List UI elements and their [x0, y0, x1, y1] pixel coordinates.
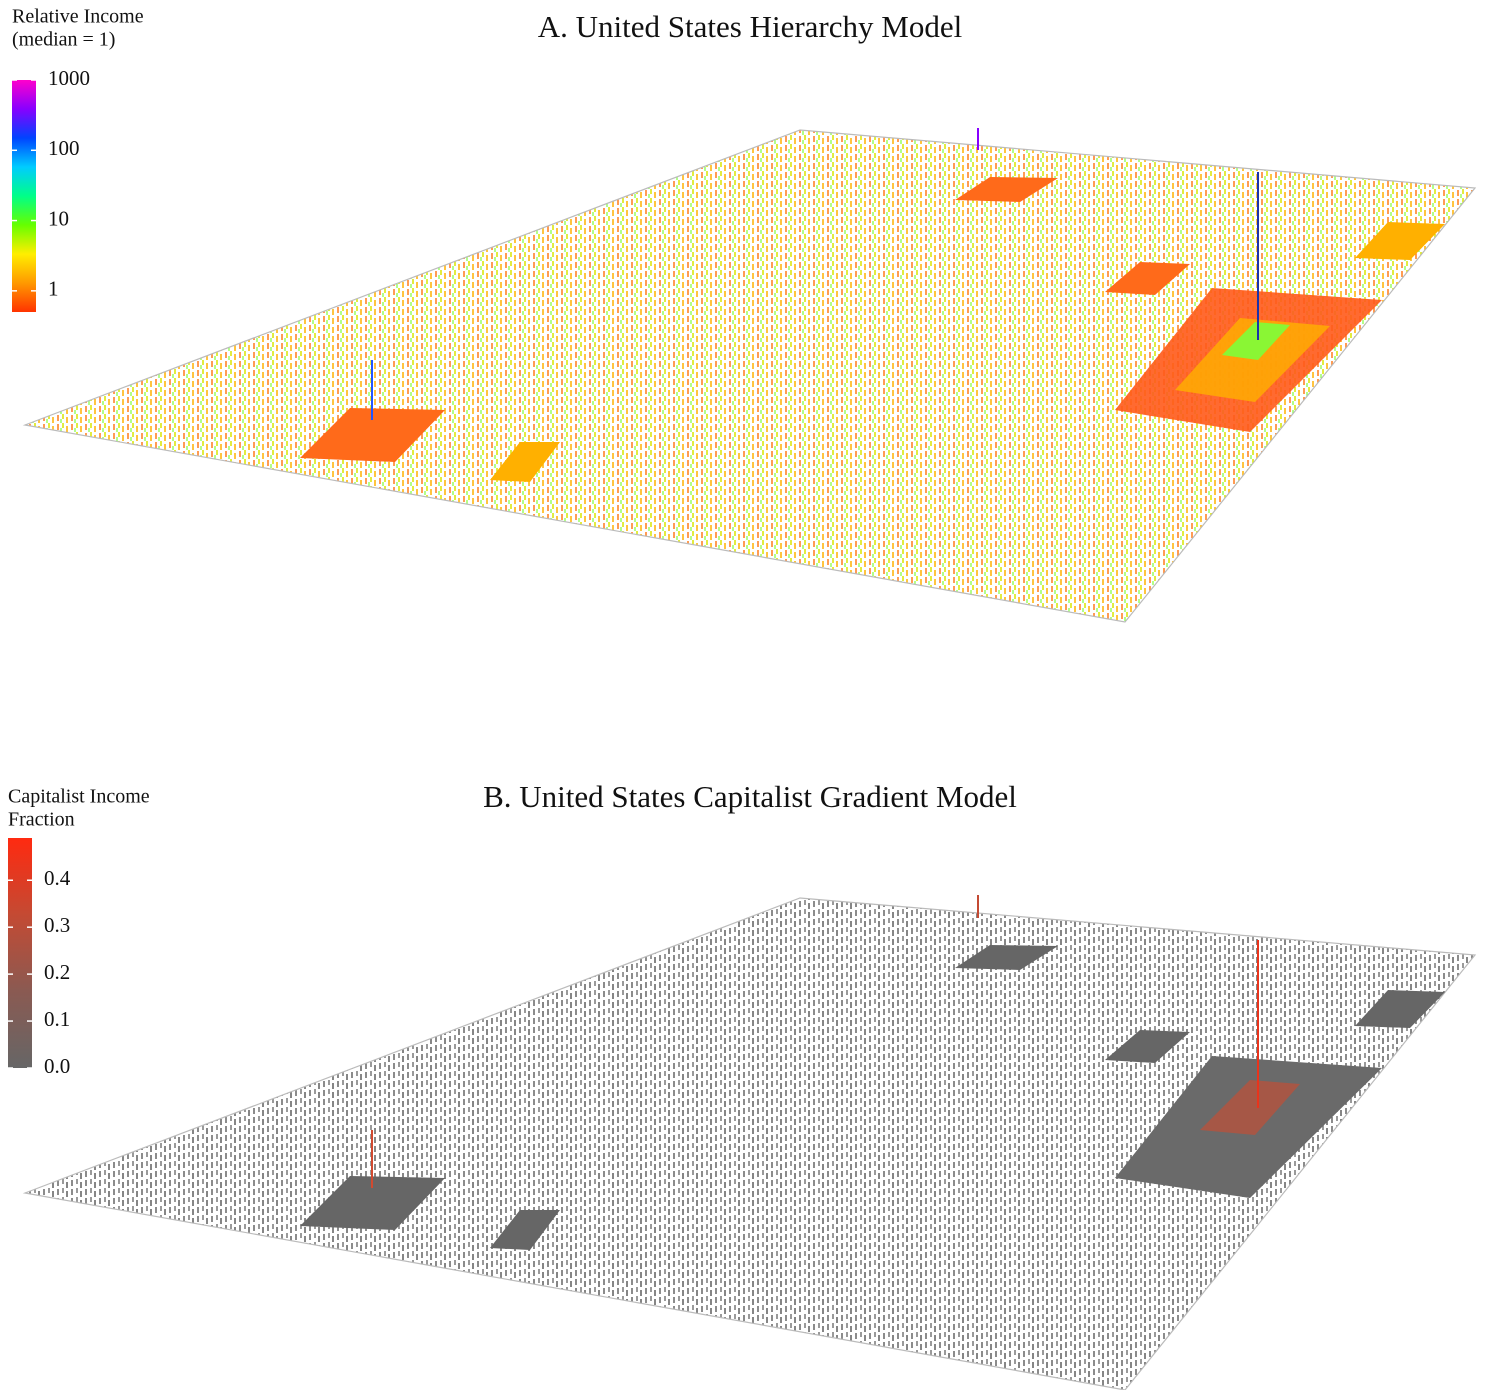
colorbar-tick-label: 100	[48, 136, 80, 160]
colorbar-title: Capitalist Income	[8, 786, 150, 808]
colorbar-tick-label: 0.1	[44, 1007, 70, 1031]
chart-title: B. United States Capitalist Gradient Mod…	[483, 779, 1017, 814]
colorbar-tick-label: 0.3	[44, 913, 70, 937]
chart-title: A. United States Hierarchy Model	[538, 9, 962, 44]
plane-b	[22, 895, 1477, 1390]
colorbar-tick-label: 10	[48, 206, 69, 230]
colorbar-tick-label: 0.4	[44, 866, 71, 890]
colorbar	[8, 838, 32, 1068]
colorbar	[12, 80, 36, 312]
colorbar-tick-label: 1	[48, 277, 59, 301]
plane-a	[22, 128, 1477, 623]
colorbar-tick-label: 1000	[48, 66, 90, 90]
colorbar-title: Relative Income	[12, 6, 144, 28]
colorbar-tick-label: 0.0	[44, 1054, 70, 1078]
colorbar-title: Fraction	[8, 809, 75, 831]
colorbar-title: (median = 1)	[12, 29, 115, 51]
colorbar-tick-label: 0.2	[44, 960, 70, 984]
